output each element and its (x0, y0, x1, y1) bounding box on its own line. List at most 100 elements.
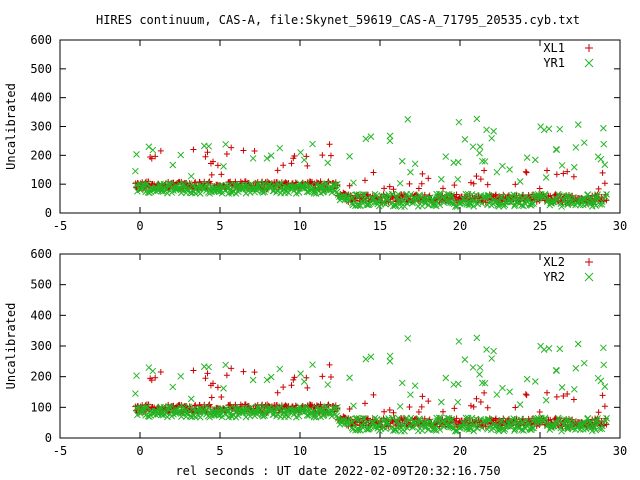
data-point (448, 191, 456, 199)
data-point (302, 180, 310, 188)
data-point (394, 190, 402, 198)
data-point (601, 161, 609, 169)
data-point (600, 344, 607, 352)
data-point (488, 134, 496, 142)
data-point (511, 202, 518, 210)
data-point (280, 384, 287, 391)
x-tick-label: 30 (613, 219, 627, 233)
data-point (366, 200, 374, 208)
data-point (536, 409, 543, 416)
data-point (262, 409, 270, 417)
data-point (440, 408, 446, 415)
data-point (522, 391, 529, 398)
y-tick-label: 400 (30, 91, 52, 105)
data-point (560, 170, 567, 177)
data-point (601, 180, 608, 187)
y-tick-label: 100 (30, 177, 52, 191)
data-point (437, 175, 445, 183)
data-point (451, 182, 458, 189)
data-point (467, 402, 474, 409)
data-point (590, 198, 598, 206)
data-point (411, 160, 419, 168)
data-point (454, 380, 462, 388)
data-point (550, 422, 558, 430)
data-point (222, 140, 230, 148)
data-point (481, 379, 489, 387)
data-point (203, 403, 211, 410)
data-point (469, 143, 477, 151)
data-point (597, 155, 605, 163)
data-point (406, 403, 413, 410)
data-point (346, 152, 353, 160)
data-point (407, 168, 414, 176)
data-point (196, 190, 204, 197)
data-point (381, 408, 388, 415)
data-point (139, 182, 146, 189)
data-point (251, 369, 258, 376)
data-point (468, 190, 476, 198)
data-point (572, 144, 580, 151)
data-point (541, 414, 549, 422)
data-point (415, 185, 422, 192)
data-point (603, 414, 610, 422)
data-point (326, 141, 333, 148)
data-point (442, 153, 450, 160)
data-point (430, 199, 438, 207)
data-point (462, 414, 470, 422)
data-point (584, 191, 592, 198)
series-YR1 (132, 115, 610, 211)
data-point (478, 200, 486, 207)
data-point (523, 169, 530, 176)
data-point (202, 153, 209, 160)
data-point (386, 406, 393, 413)
data-point (478, 424, 486, 432)
data-point (333, 403, 341, 411)
data-point (386, 357, 394, 365)
data-point (309, 361, 316, 369)
data-point (274, 411, 281, 418)
data-point (531, 378, 539, 385)
data-point (274, 389, 281, 396)
data-point (523, 154, 531, 162)
data-point (210, 158, 217, 165)
data-point (214, 162, 221, 169)
data-point (490, 127, 497, 135)
data-point (542, 415, 549, 423)
x-tick-label: 5 (216, 444, 223, 458)
data-point (291, 374, 298, 381)
data-point (556, 125, 564, 133)
data-point (447, 193, 455, 200)
data-point (481, 158, 489, 165)
data-point (223, 372, 230, 379)
data-point (407, 391, 414, 399)
data-point (492, 191, 499, 198)
data-point (208, 171, 215, 178)
data-point (574, 340, 582, 348)
data-point (278, 179, 286, 187)
data-point (300, 156, 308, 164)
data-point (492, 415, 499, 422)
data-point (406, 180, 413, 187)
x-tick-label: 30 (613, 444, 627, 458)
data-point (590, 423, 598, 430)
data-point (436, 201, 444, 209)
y-tick-label: 300 (30, 120, 52, 134)
data-point (511, 427, 518, 434)
data-point (396, 403, 404, 410)
data-point (300, 378, 308, 385)
data-point (190, 367, 197, 374)
data-point (516, 178, 524, 185)
data-point (187, 395, 195, 403)
data-point (177, 372, 185, 380)
data-point (386, 352, 394, 360)
data-point (267, 152, 275, 159)
data-point (518, 195, 526, 202)
data-point (518, 419, 526, 426)
data-point (454, 175, 462, 183)
data-point (481, 389, 488, 396)
data-point (327, 373, 334, 380)
legend-marker (585, 258, 593, 266)
data-point (204, 370, 211, 377)
data-point (477, 176, 484, 183)
